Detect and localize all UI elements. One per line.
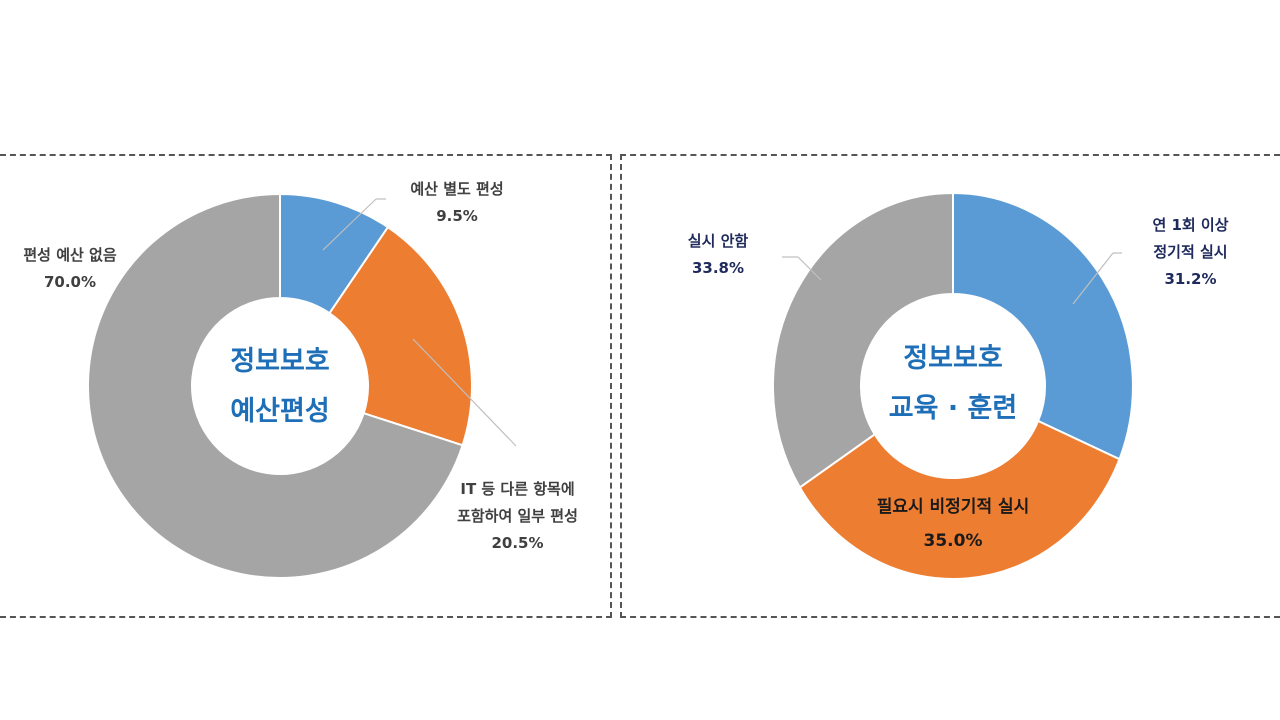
- label-text: 포함하여 일부 편성: [457, 507, 578, 525]
- slice-no-training: [771, 191, 954, 489]
- leader-line-separate: [322, 198, 377, 251]
- leader-line-partial: [412, 338, 517, 447]
- center-title-line2: 교육 · 훈련: [888, 393, 1018, 424]
- leader-line-regular: [1072, 252, 1114, 305]
- label-regular-training: 연 1회 이상 정기적 실시 31.2%: [1128, 212, 1253, 293]
- label-text: 연 1회 이상: [1152, 216, 1229, 234]
- slice-partial-budget: [328, 225, 473, 447]
- label-partial-budget: IT 등 다른 항목에 포함하여 일부 편성 20.5%: [430, 476, 605, 557]
- label-separate-budget: 예산 별도 편성 9.5%: [392, 176, 522, 230]
- label-no-training: 실시 안함 33.8%: [668, 228, 768, 282]
- training-center-title: 정보보호 교육 · 훈련: [868, 334, 1038, 434]
- training-donut: [771, 191, 1134, 580]
- center-title-line2: 예산편성: [230, 396, 330, 427]
- budget-center-title: 정보보호 예산편성: [195, 337, 365, 437]
- label-value: 33.8%: [691, 259, 745, 277]
- label-value: 35.0%: [923, 531, 983, 551]
- label-value: 70.0%: [43, 273, 97, 291]
- label-irregular-training: 필요시 비정기적 실시 35.0%: [848, 490, 1058, 558]
- label-no-budget: 편성 예산 없음 70.0%: [0, 242, 140, 296]
- label-value: 31.2%: [1164, 270, 1217, 288]
- label-text: 정기적 실시: [1153, 243, 1228, 261]
- label-text: IT 등 다른 항목에: [460, 480, 575, 498]
- label-text: 편성 예산 없음: [23, 246, 117, 264]
- slice-no-budget: [87, 192, 464, 579]
- center-title-line1: 정보보호: [903, 343, 1003, 374]
- label-text: 필요시 비정기적 실시: [876, 497, 1030, 517]
- label-value: 20.5%: [491, 534, 544, 552]
- center-title-line1: 정보보호: [230, 346, 330, 377]
- label-text: 실시 안함: [687, 232, 749, 250]
- leader-line-no-training-diag: [797, 256, 822, 281]
- label-text: 예산 별도 편성: [410, 180, 504, 198]
- slice-irregular-training: [798, 419, 1121, 580]
- budget-chart-panel: [0, 154, 612, 618]
- label-value: 9.5%: [436, 207, 478, 225]
- budget-donut: [87, 192, 517, 579]
- training-chart-panel: [620, 154, 1280, 618]
- slice-regular-training: [952, 191, 1134, 461]
